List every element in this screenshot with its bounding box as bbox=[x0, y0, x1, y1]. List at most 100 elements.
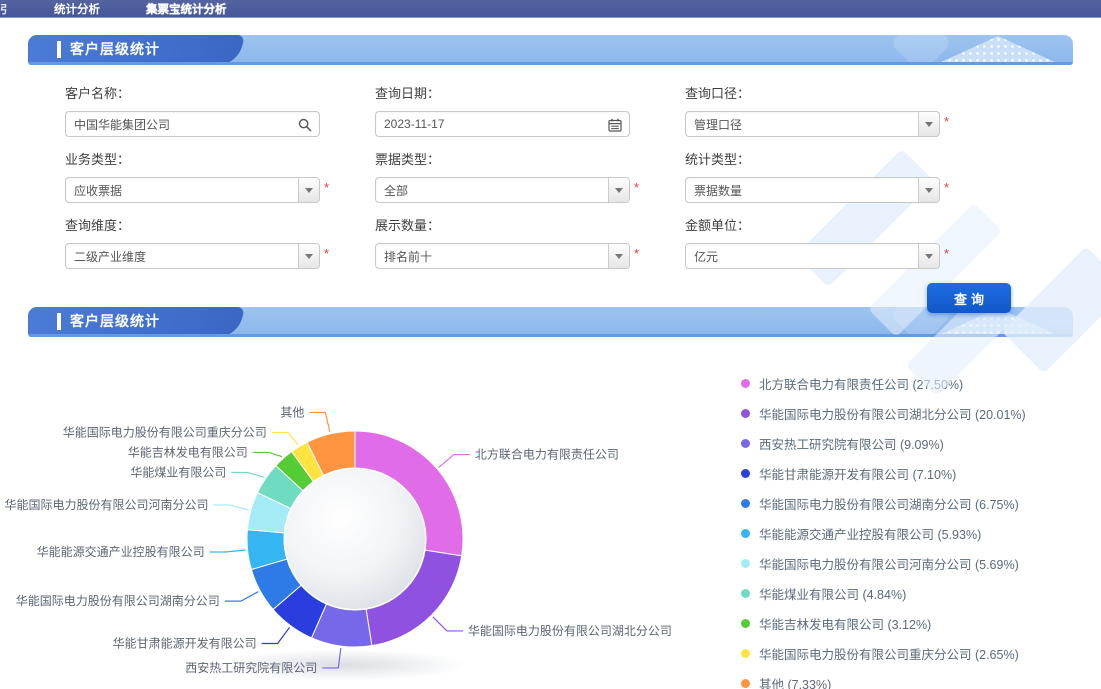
chevron-down-icon[interactable] bbox=[918, 244, 939, 268]
legend-label: 华能吉林发电有限公司 (3.12%) bbox=[759, 618, 932, 632]
top-navbar: 引 统计分析 集票宝统计分析 bbox=[0, 0, 1101, 18]
field-query-caliber: 查询口径： 管理口径 * bbox=[685, 85, 1015, 137]
required-asterisk: * bbox=[944, 179, 950, 195]
calendar-icon[interactable] bbox=[607, 117, 623, 133]
legend-item-1[interactable]: 华能国际电力股份有限公司湖北分公司 (20.01%) bbox=[741, 407, 1026, 422]
label-leader-line bbox=[209, 549, 246, 553]
legend-label: 华能煤业有限公司 (4.84%) bbox=[759, 588, 907, 602]
legend-item-5[interactable]: 华能能源交通产业控股有限公司 (5.93%) bbox=[741, 527, 1026, 542]
bill-type-value: 全部 bbox=[384, 183, 409, 198]
filter-section-title: 客户层级统计 bbox=[57, 41, 160, 58]
amount-unit-value: 亿元 bbox=[694, 249, 719, 264]
amount-unit-select[interactable]: 亿元 bbox=[685, 243, 940, 269]
chevron-down-icon[interactable] bbox=[298, 178, 319, 202]
chevron-down-icon[interactable] bbox=[608, 244, 629, 268]
query-date-input-wrap bbox=[375, 111, 630, 137]
legend-item-9[interactable]: 华能国际电力股份有限公司重庆分公司 (2.65%) bbox=[741, 647, 1026, 662]
legend-label: 华能国际电力股份有限公司湖南分公司 (6.75%) bbox=[759, 498, 1019, 512]
pie-slice-10[interactable] bbox=[306, 430, 356, 477]
amount-unit-label: 金额单位： bbox=[685, 218, 751, 233]
legend-item-10[interactable]: 其他 (7.33%) bbox=[741, 677, 1026, 689]
query-dimension-value: 二级产业维度 bbox=[74, 249, 147, 264]
label-leader-line bbox=[224, 591, 259, 602]
customer-name-label: 客户名称： bbox=[65, 86, 131, 101]
required-asterisk: * bbox=[944, 113, 950, 129]
chevron-down-icon[interactable] bbox=[298, 244, 319, 268]
result-section-title: 客户层级统计 bbox=[57, 313, 160, 330]
donut-chart-svg: 北方联合电力有限责任公司华能国际电力股份有限公司湖北分公司西安热工研究院有限公司… bbox=[5, 405, 672, 681]
customer-level-donut-chart: 北方联合电力有限责任公司 华能国际电力股份有限公司湖北分公司 西安热工研究院有限公司… bbox=[0, 337, 1101, 689]
legend-label: 华能国际电力股份有限公司重庆分公司 (2.65%) bbox=[759, 648, 1019, 662]
bill-type-select[interactable]: 全部 bbox=[375, 177, 630, 203]
business-type-label: 业务类型： bbox=[65, 152, 131, 167]
filter-section-banner: 客户层级统计 bbox=[28, 35, 1073, 65]
query-date-label: 查询日期： bbox=[375, 86, 441, 101]
query-caliber-select[interactable]: 管理口径 bbox=[685, 111, 940, 137]
customer-name-input[interactable] bbox=[66, 112, 319, 136]
statistics-type-value: 票据数量 bbox=[694, 183, 743, 198]
legend-label: 华能国际电力股份有限公司河南分公司 (5.69%) bbox=[759, 558, 1019, 572]
field-customer-name: 客户名称： bbox=[65, 85, 375, 137]
query-date-input[interactable] bbox=[376, 112, 629, 136]
query-caliber-value: 管理口径 bbox=[694, 117, 743, 132]
filter-form: 客户名称： 查询日期： bbox=[0, 65, 1101, 397]
slice-label-0: 北方联合电力有限责任公司 bbox=[475, 447, 619, 462]
legend-dot bbox=[741, 559, 750, 568]
legend-dot bbox=[741, 379, 750, 388]
legend-item-3[interactable]: 华能甘肃能源开发有限公司 (7.10%) bbox=[741, 467, 1026, 482]
legend-item-4[interactable]: 华能国际电力股份有限公司湖南分公司 (6.75%) bbox=[741, 497, 1026, 512]
label-leader-line bbox=[322, 648, 342, 669]
field-statistics-type: 统计类型： 票据数量 * bbox=[685, 151, 1015, 203]
nav-item-jipiaobao-statistics[interactable]: 集票宝统计分析 bbox=[146, 3, 227, 16]
chevron-down-icon[interactable] bbox=[918, 112, 939, 136]
legend-dot bbox=[741, 469, 750, 478]
chevron-down-icon[interactable] bbox=[918, 178, 939, 202]
legend-item-0[interactable]: 北方联合电力有限责任公司 (27.50%) bbox=[741, 377, 1026, 392]
slice-label-1: 华能国际电力股份有限公司湖北分公司 bbox=[468, 623, 672, 638]
query-dimension-label: 查询维度： bbox=[65, 218, 131, 233]
donut-center bbox=[285, 469, 425, 609]
field-business-type: 业务类型： 应收票据 * bbox=[65, 151, 375, 203]
slice-label-2: 西安热工研究院有限公司 bbox=[185, 660, 317, 675]
business-type-value: 应收票据 bbox=[74, 183, 123, 198]
nav-item-statistics-analysis[interactable]: 统计分析 bbox=[54, 3, 100, 16]
donut-shadow bbox=[218, 649, 468, 681]
slice-label-10: 其他 bbox=[280, 405, 304, 419]
query-dimension-select[interactable]: 二级产业维度 bbox=[65, 243, 320, 269]
legend-dot bbox=[741, 589, 750, 598]
business-type-select[interactable]: 应收票据 bbox=[65, 177, 320, 203]
query-button[interactable]: 查询 bbox=[927, 283, 1011, 313]
legend-dot bbox=[741, 439, 750, 448]
customer-name-input-wrap bbox=[65, 111, 320, 137]
chart-legend: 北方联合电力有限责任公司 (27.50%) 华能国际电力股份有限公司湖北分公司 (… bbox=[741, 377, 1026, 689]
label-leader-line bbox=[261, 627, 291, 645]
search-icon[interactable] bbox=[297, 117, 313, 133]
legend-label: 其他 (7.33%) bbox=[759, 678, 832, 689]
statistics-type-select[interactable]: 票据数量 bbox=[685, 177, 940, 203]
legend-item-7[interactable]: 华能煤业有限公司 (4.84%) bbox=[741, 587, 1026, 602]
field-bill-type: 票据类型： 全部 * bbox=[375, 151, 685, 203]
slice-label-8: 华能吉林发电有限公司 bbox=[128, 444, 248, 459]
field-query-dimension: 查询维度： 二级产业维度 * bbox=[65, 217, 375, 269]
slice-label-5: 华能能源交通产业控股有限公司 bbox=[37, 544, 205, 559]
legend-dot bbox=[741, 649, 750, 658]
bill-type-label: 票据类型： bbox=[375, 152, 441, 167]
nav-item-clipped[interactable]: 引 bbox=[0, 3, 8, 16]
legend-dot bbox=[741, 499, 750, 508]
legend-item-6[interactable]: 华能国际电力股份有限公司河南分公司 (5.69%) bbox=[741, 557, 1026, 572]
display-count-label: 展示数量： bbox=[375, 218, 441, 233]
required-asterisk: * bbox=[634, 179, 640, 195]
display-count-select[interactable]: 排名前十 bbox=[375, 243, 630, 269]
legend-item-8[interactable]: 华能吉林发电有限公司 (3.12%) bbox=[741, 617, 1026, 632]
field-amount-unit: 金额单位： 亿元 * bbox=[685, 217, 1015, 269]
required-asterisk: * bbox=[634, 245, 640, 261]
legend-dot bbox=[741, 679, 750, 688]
legend-dot bbox=[741, 619, 750, 628]
legend-dot bbox=[741, 409, 750, 418]
legend-label: 华能甘肃能源开发有限公司 (7.10%) bbox=[759, 468, 957, 482]
chevron-down-icon[interactable] bbox=[608, 178, 629, 202]
statistics-type-label: 统计类型： bbox=[685, 152, 751, 167]
legend-item-2[interactable]: 西安热工研究院有限公司 (9.09%) bbox=[741, 437, 1026, 452]
slice-label-3: 华能甘肃能源开发有限公司 bbox=[113, 635, 257, 650]
label-leader-line bbox=[213, 504, 249, 511]
